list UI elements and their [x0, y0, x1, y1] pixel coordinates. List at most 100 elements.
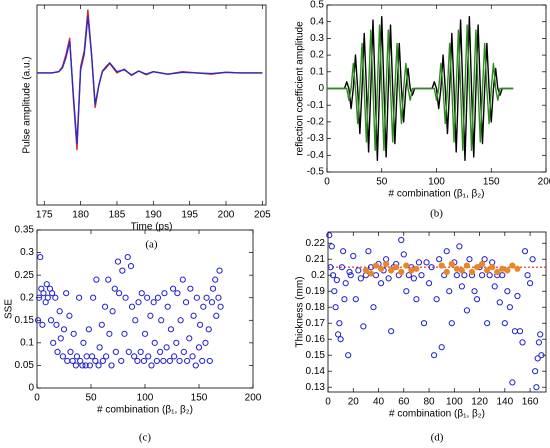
x-tick-label: 60 [398, 397, 410, 408]
scatter-point [496, 299, 503, 306]
scatter-point [203, 294, 210, 301]
y-tick-label: 0.14 [306, 366, 326, 377]
scatter-point [37, 253, 44, 261]
y-tick-label: 0.1 [20, 337, 34, 348]
scatter-point [161, 290, 168, 297]
scatter-point [112, 348, 119, 355]
scatter-point [64, 357, 71, 365]
scatter-point [157, 348, 164, 355]
scatter-point [49, 290, 56, 297]
scatter-point [382, 260, 390, 268]
scatter-point [216, 267, 223, 274]
scatter-point [484, 320, 491, 327]
scatter-point [140, 357, 148, 365]
scatter-point [132, 317, 139, 324]
scatter-point [408, 267, 415, 274]
scatter-point [82, 362, 89, 369]
scatter-point [499, 265, 506, 272]
x-tick-label: 100 [428, 177, 445, 188]
y-tick-label: 0.22 [306, 238, 326, 249]
scatter-point [119, 267, 126, 274]
scatter-point [44, 294, 51, 301]
x-tick-label: 200 [245, 393, 262, 404]
x-tick-label: 160 [522, 397, 539, 408]
caption: (d) [431, 432, 444, 444]
y-axis-label: reflection coefficient amplitude [295, 21, 306, 156]
scatter-point [72, 362, 79, 369]
scatter-point [145, 353, 152, 360]
scatter-point [365, 248, 372, 255]
scatter-point [486, 272, 493, 279]
scatter-point [151, 339, 158, 346]
scatter-point [125, 348, 132, 355]
scatter-point [393, 264, 400, 271]
scatter-point [67, 348, 74, 355]
scatter-point [111, 285, 118, 292]
scatter-point [147, 312, 154, 319]
x-tick-label: 0 [325, 397, 331, 408]
y-tick-label: -0.4 [307, 150, 325, 161]
scatter-point [473, 296, 481, 303]
y-tick-label: 0.3 [310, 33, 324, 44]
x-tick-label: 175 [36, 210, 53, 221]
scatter-point [95, 362, 102, 369]
scatter-point [478, 260, 486, 268]
scatter-point [526, 280, 534, 287]
scatter-point [105, 276, 112, 283]
scatter-point [137, 348, 144, 355]
scatter-point [93, 276, 100, 283]
scatter-point [413, 265, 420, 272]
x-tick-label: 0 [324, 177, 330, 188]
scatter-point [144, 294, 151, 301]
caption: (c) [139, 432, 152, 444]
scatter-point [118, 357, 125, 365]
scatter-point [52, 294, 59, 301]
series-line [37, 9, 263, 151]
scatter-point [329, 272, 337, 279]
scatter-point [59, 353, 67, 360]
y-axis-label: Thickness (mm) [295, 276, 306, 347]
panel: 0 50 100 150 200 0 0.05 0.1 0.15 0.2 0.25 0.3 0.35 # … [4, 225, 262, 444]
scatter-point [532, 368, 539, 375]
scatter-point [529, 256, 536, 263]
scatter-point [458, 267, 465, 274]
scatter-point [345, 352, 352, 359]
x-tick-label: 200 [538, 177, 550, 188]
scatter-point [377, 265, 385, 272]
scatter-point [60, 326, 68, 333]
scatter-point [428, 264, 435, 271]
x-tick-label: 40 [373, 397, 385, 408]
scatter-point [328, 243, 335, 250]
scatter-point [463, 262, 471, 269]
scatter-point [196, 321, 204, 328]
scatter-point [128, 303, 136, 310]
scatter-point [516, 328, 524, 335]
scatter-point [400, 251, 407, 258]
scatter-point [184, 357, 191, 365]
scatter-point [186, 335, 193, 342]
scatter-point [215, 294, 222, 301]
scatter-point [96, 344, 103, 351]
scatter-point [153, 357, 160, 365]
scatter-point [425, 280, 433, 287]
scatter-point [504, 288, 511, 295]
scatter-point [433, 296, 440, 303]
scatter-point [88, 353, 96, 360]
scatter-point [148, 362, 155, 369]
scatter-point [166, 357, 173, 365]
scatter-point [484, 267, 491, 274]
y-tick-label: 0.13 [306, 382, 326, 393]
scatter-point [478, 272, 486, 279]
scatter-point [109, 308, 116, 315]
scatter-point [158, 317, 165, 324]
scatter-point [206, 357, 213, 365]
scatter-point [70, 330, 77, 337]
scatter-point [362, 267, 369, 274]
scatter-point [489, 264, 496, 271]
scatter-point [333, 276, 340, 284]
x-tick-label: 150 [483, 177, 500, 188]
scatter-point [122, 294, 129, 301]
scatter-point [340, 248, 347, 255]
x-tick-label: 190 [145, 210, 162, 221]
scatter-point [92, 357, 99, 365]
